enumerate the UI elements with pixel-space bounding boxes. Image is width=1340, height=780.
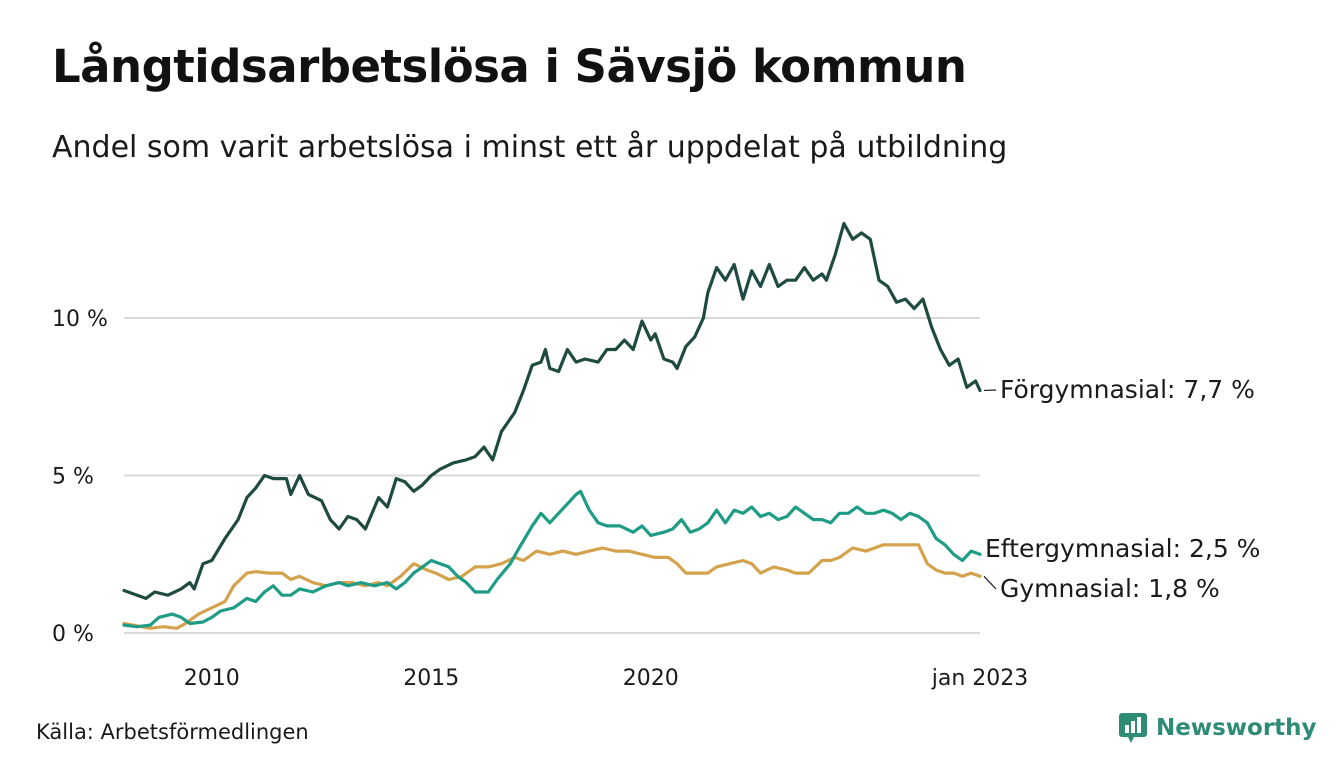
forgymnasial-end-label: Förgymnasial: 7,7 % xyxy=(1000,375,1255,404)
brand-name: Newsworthy xyxy=(1156,715,1317,741)
gymnasial-series-line xyxy=(122,543,982,630)
newsworthy-logo-icon xyxy=(1119,713,1147,743)
end-labels: Förgymnasial: 7,7 % Eftergymnasial: 2,5 %… xyxy=(983,375,1260,603)
series-lines xyxy=(122,221,982,630)
eftergymnasial-series-line xyxy=(122,489,982,629)
chart-title: Långtidsarbetslösa i Sävsjö kommun xyxy=(52,40,967,93)
x-tick-label: 2020 xyxy=(623,666,679,691)
grid-lines xyxy=(124,317,980,634)
forgymnasial-series-line xyxy=(122,221,982,600)
x-tick-label: 2015 xyxy=(403,666,459,691)
y-tick-label: 10 % xyxy=(52,307,108,332)
gymnasial-end-label: Gymnasial: 1,8 % xyxy=(1000,574,1220,603)
x-tick-label: 2010 xyxy=(184,666,240,691)
eftergymnasial-end-label: Eftergymnasial: 2,5 % xyxy=(985,534,1260,563)
y-tick-label: 0 % xyxy=(52,622,94,647)
gymnasial-leader-line xyxy=(983,575,997,590)
x-tick-label: jan 2023 xyxy=(931,666,1029,691)
source-note: Källa: Arbetsförmedlingen xyxy=(36,720,309,744)
axis-labels: 0 % 5 % 10 % 2010 2015 2020 jan 2023 xyxy=(52,307,1028,691)
chart-subtitle: Andel som varit arbetslösa i minst ett å… xyxy=(52,130,1008,165)
y-tick-label: 5 % xyxy=(52,465,94,490)
brand-logo: Newsworthy xyxy=(1118,712,1317,744)
